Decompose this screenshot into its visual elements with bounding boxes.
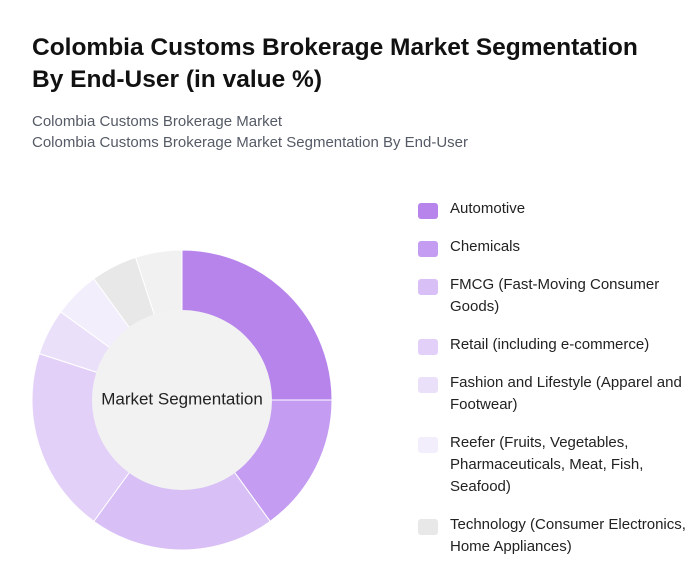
legend-swatch [418,279,438,295]
legend-item[interactable]: Retail (including e-commerce) [418,334,688,356]
legend-swatch [418,241,438,257]
legend-label: Reefer (Fruits, Vegetables, Pharmaceutic… [450,434,644,495]
legend-item[interactable]: Automotive [418,198,688,220]
legend-label: Automotive [450,200,526,217]
legend-item[interactable]: Technology (Consumer Electronics, Home A… [418,514,688,558]
center-label: Market Segmentation [101,389,263,408]
legend-label: Technology (Consumer Electronics, Home A… [450,516,686,555]
legend-swatch [418,203,438,219]
legend-swatch [418,377,438,393]
legend-swatch [418,437,438,453]
legend-swatch [418,519,438,535]
chart-title: Colombia Customs Brokerage Market Segmen… [32,34,638,93]
legend-item[interactable]: Reefer (Fruits, Vegetables, Pharmaceutic… [418,432,688,498]
chart-legend: Automotive Chemicals FMCG (Fast-Moving Con… [418,198,688,574]
legend-label: Chemicals [450,238,521,255]
legend-item[interactable]: FMCG (Fast-Moving Consumer Goods) [418,274,688,318]
donut-center [92,310,272,490]
legend-label: FMCG (Fast-Moving Consumer Goods) [450,276,660,315]
legend-item[interactable]: Fashion and Lifestyle (Apparel and Footw… [418,372,688,416]
donut-chart: Market Segmentation [31,249,333,551]
legend-label: Fashion and Lifestyle (Apparel and Footw… [450,374,682,413]
legend-label: Retail (including e-commerce) [450,336,650,353]
legend-swatch [418,339,438,355]
breadcrumb-market: Colombia Customs Brokerage Market [32,113,283,130]
legend-item[interactable]: Chemicals [418,236,688,258]
breadcrumb-segmentation: Colombia Customs Brokerage Market Segmen… [32,134,469,151]
